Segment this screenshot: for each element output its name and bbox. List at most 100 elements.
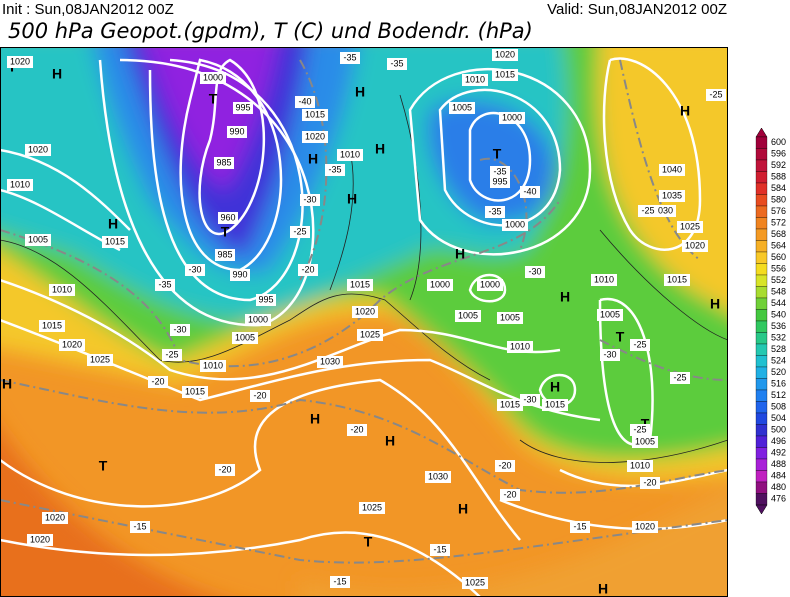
isotherm-label: -20: [643, 477, 656, 487]
label-box: [502, 219, 528, 231]
pressure-center: H: [108, 216, 118, 232]
colorbar-label: 524: [771, 356, 786, 366]
label-box: [340, 52, 360, 64]
label-box: [455, 310, 481, 322]
colorbar-swatch: [755, 389, 768, 402]
pressure-center: H: [308, 151, 318, 167]
isotherm-label: -15: [333, 576, 346, 586]
colorbar-label: 600: [771, 137, 786, 147]
colorbar-label: 560: [771, 252, 786, 262]
pressure-center: H: [385, 433, 395, 449]
label-box: [500, 489, 520, 501]
isotherm-label: -20: [301, 264, 314, 274]
label-box: [638, 205, 658, 217]
coast: [0, 239, 491, 381]
isotherm-label: -40: [523, 186, 536, 196]
label-box: [250, 390, 270, 402]
valid-label: Valid: Sun,08JAN2012 00Z: [547, 1, 727, 18]
isobar-label: 1010: [203, 360, 223, 370]
isobar: [468, 112, 532, 202]
colorbar-label: 492: [771, 448, 786, 458]
isobar-label: 1020: [495, 49, 515, 59]
coast: [329, 94, 422, 301]
colorbar-swatch: [755, 458, 768, 471]
isobar: [0, 378, 521, 541]
label-box: [630, 424, 650, 436]
isobar-label: 1025: [465, 577, 485, 587]
isobar-label: 1010: [510, 341, 530, 351]
label-box: [155, 279, 175, 291]
colorbar-label: 572: [771, 218, 786, 228]
colorbar-swatch: [755, 263, 768, 276]
pressure-center: H: [710, 296, 720, 312]
pressure-center: H: [2, 376, 12, 392]
label-box: [298, 264, 318, 276]
label-box: [215, 249, 235, 261]
isotherm: [0, 379, 728, 494]
label-box: [449, 102, 475, 114]
label-box: [597, 309, 623, 321]
label-box: [462, 74, 488, 86]
isobar: [438, 88, 562, 227]
isobar-label: 1005: [452, 102, 472, 112]
label-box: [256, 294, 276, 306]
label-box: [357, 329, 383, 341]
colorbar-swatch: [755, 217, 768, 230]
isobar-label: 1005: [458, 310, 478, 320]
pressure-center: H: [347, 191, 357, 207]
isotherm-label: -30: [188, 264, 201, 274]
isotherm-label: -30: [523, 394, 536, 404]
colorbar-swatch: [755, 493, 768, 506]
colorbar-label: 568: [771, 229, 786, 239]
isotherm-label: -25: [673, 372, 686, 382]
colorbar-swatch: [755, 366, 768, 379]
colorbar-label: 588: [771, 172, 786, 182]
isobar: [468, 273, 507, 303]
colorbar-label: 528: [771, 344, 786, 354]
isobar-label: 1020: [62, 339, 82, 349]
label-box: [520, 186, 540, 198]
colorbar-label: 576: [771, 206, 786, 216]
label-box: [664, 274, 690, 286]
isobar-label: 985: [217, 249, 232, 259]
isobar-label: 1000: [502, 112, 522, 122]
label-box: [497, 312, 523, 324]
field: [0, 429, 215, 597]
label-box: [682, 240, 708, 252]
label-box: [477, 279, 503, 291]
colorbar-label: 540: [771, 310, 786, 320]
label-box: [39, 320, 65, 332]
pressure-center: T: [616, 329, 625, 345]
isotherm-label: -40: [298, 96, 311, 106]
label-box: [630, 339, 650, 351]
init-label: Init : Sun,08JAN2012 00Z: [2, 1, 174, 18]
colorbar-swatch: [755, 274, 768, 287]
colorbar-label: 544: [771, 298, 786, 308]
isotherm-label: -20: [253, 390, 266, 400]
isobar-label: 990: [229, 126, 244, 136]
isobar-label: 1030: [428, 471, 448, 481]
label-box: [295, 96, 315, 108]
colorbar-swatch: [755, 240, 768, 253]
label-box: [430, 544, 450, 556]
label-box: [425, 471, 451, 483]
isotherm-label: -30: [528, 266, 541, 276]
label-box: [706, 89, 726, 101]
label-box: [492, 69, 518, 81]
isobar-label: 1015: [42, 320, 62, 330]
isotherm: [599, 59, 728, 381]
colorbar-swatch: [755, 171, 768, 184]
label-box: [632, 436, 658, 448]
colorbar-label: 488: [771, 459, 786, 469]
colorbar-label: 480: [771, 482, 786, 492]
label-box: [232, 332, 258, 344]
label-box: [659, 164, 685, 176]
colorbar-swatch: [755, 182, 768, 195]
colorbar-label: 500: [771, 425, 786, 435]
isotherm-label: -35: [328, 164, 341, 174]
isotherms: [0, 59, 728, 564]
label-box: [317, 356, 343, 368]
isobar-label: 995: [258, 294, 273, 304]
